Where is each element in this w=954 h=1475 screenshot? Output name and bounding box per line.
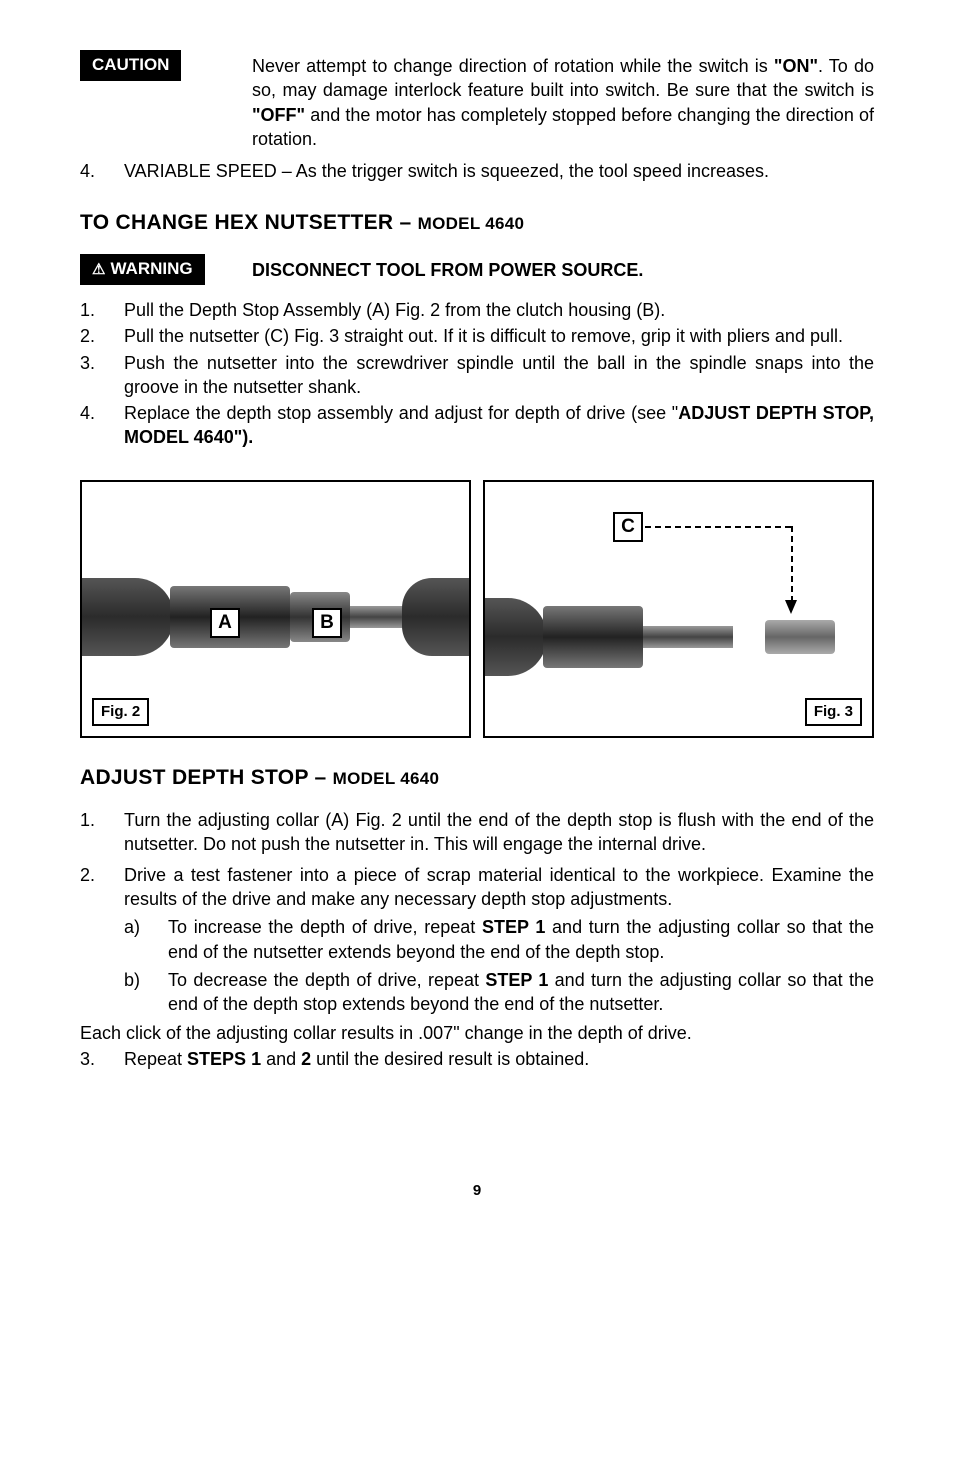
list-item: 4. VARIABLE SPEED – As the trigger switch… [80,159,874,183]
heading-change-nutsetter: TO CHANGE HEX NUTSETTER – MODEL 4640 [80,209,874,237]
figure-2: A B Fig. 2 [80,480,471,738]
item-text-bold: STEP 1 [482,917,545,937]
tool-body-right [402,578,471,656]
heading-adjust-depth: ADJUST DEPTH STOP – MODEL 4640 [80,764,874,792]
heading-main: ADJUST DEPTH STOP – [80,766,333,789]
arrow-icon [785,600,797,614]
heading-sub: MODEL 4640 [333,769,440,788]
caution-on: "ON" [774,56,818,76]
item-text: VARIABLE SPEED – As the trigger switch i… [124,161,769,181]
heading-sub: MODEL 4640 [418,214,525,233]
item-text: Pull the nutsetter (C) Fig. 3 straight o… [124,326,843,346]
item-number: a) [124,915,140,939]
item-text: Push the nutsetter into the screwdriver … [124,353,874,397]
tool-bit [765,620,835,654]
tool-body [80,578,174,656]
list-item: 3. Repeat STEPS 1 and 2 until the desired… [80,1047,874,1071]
item-text-3: until the desired result is obtained. [311,1049,589,1069]
caution-badge: CAUTION [80,50,181,81]
warning-block: WARNING DISCONNECT TOOL FROM POWER SOURC… [80,254,874,282]
list-item: 1. Pull the Depth Stop Assembly (A) Fig. … [80,298,874,322]
list-item: 3. Push the nutsetter into the screwdrive… [80,351,874,400]
list-item: 2. Drive a test fastener into a piece of … [80,863,874,1017]
list-item: 1. Turn the adjusting collar (A) Fig. 2 u… [80,808,874,857]
figure-3-caption: Fig. 3 [805,698,862,726]
item-number: 4. [80,159,95,183]
change-steps-list: 1. Pull the Depth Stop Assembly (A) Fig. … [80,298,874,450]
item-number: 1. [80,808,95,832]
list-item: 4. Replace the depth stop assembly and ad… [80,401,874,450]
adjust-sub-list: a) To increase the depth of drive, repeat… [124,915,874,1016]
item-text-bold2: 2 [301,1049,311,1069]
item-text-a: Replace the depth stop assembly and adju… [124,403,678,423]
figure-row: A B Fig. 2 C Fig. 3 [80,480,874,738]
caution-block: CAUTION Never attempt to change directio… [80,50,874,151]
item-number: 4. [80,401,95,425]
tool-body [483,598,547,676]
item-number: 2. [80,863,95,887]
figure-3: C Fig. 3 [483,480,874,738]
item-number: 3. [80,351,95,375]
warning-text: DISCONNECT TOOL FROM POWER SOURCE. [252,258,874,282]
caution-off: "OFF" [252,105,305,125]
click-note: Each click of the adjusting collar resul… [80,1021,874,1045]
item-text: Turn the adjusting collar (A) Fig. 2 unt… [124,810,874,854]
caution-text-p3: and the motor has completely stopped bef… [252,105,874,149]
tool-shaft [643,626,733,648]
item-text: Drive a test fastener into a piece of sc… [124,865,874,909]
dash-horizontal [645,526,791,528]
list-item: 2. Pull the nutsetter (C) Fig. 3 straight… [80,324,874,348]
caution-text: Never attempt to change direction of rot… [252,54,874,151]
item-text: Pull the Depth Stop Assembly (A) Fig. 2 … [124,300,665,320]
item-number: 3. [80,1047,95,1071]
tool-chuck [543,606,643,668]
list-item: a) To increase the depth of drive, repeat… [124,915,874,964]
list-item: b) To decrease the depth of drive, repeat… [124,968,874,1017]
warning-badge: WARNING [80,254,205,285]
item-text-2: and [261,1049,301,1069]
heading-main: TO CHANGE HEX NUTSETTER – [80,211,418,234]
figure-2-caption: Fig. 2 [92,698,149,726]
label-b: B [312,608,342,638]
label-a: A [210,608,240,638]
label-c: C [613,512,643,542]
item-text-1: To increase the depth of drive, repeat [168,917,482,937]
page-number: 9 [80,1181,874,1201]
intro-list: 4. VARIABLE SPEED – As the trigger switch… [80,159,874,183]
item-text-1: Repeat [124,1049,187,1069]
item-text-bold1: STEPS 1 [187,1049,261,1069]
dash-vertical [791,526,793,602]
item-number: 2. [80,324,95,348]
item-text-bold: STEP 1 [485,970,548,990]
caution-text-p1: Never attempt to change direction of rot… [252,56,774,76]
adjust-steps-list: 1. Turn the adjusting collar (A) Fig. 2 u… [80,808,874,1016]
item-number: b) [124,968,140,992]
adjust-steps-list-3: 3. Repeat STEPS 1 and 2 until the desired… [80,1047,874,1071]
item-number: 1. [80,298,95,322]
item-text-1: To decrease the depth of drive, repeat [168,970,485,990]
